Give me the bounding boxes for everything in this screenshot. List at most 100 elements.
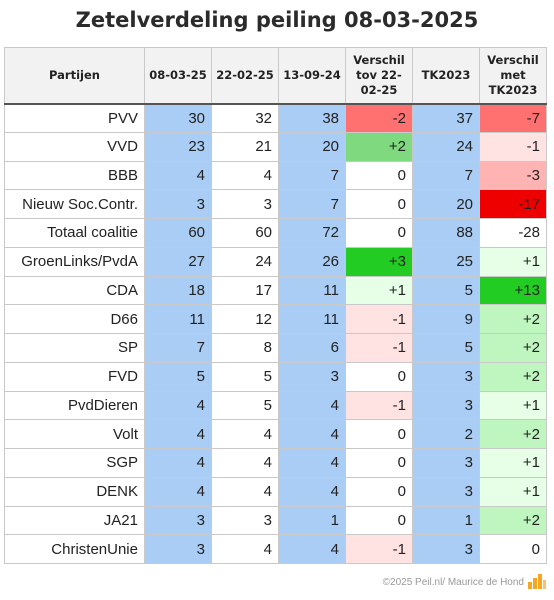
- diff-previous-cell: +1: [345, 275, 413, 306]
- tk2023-cell: 5: [412, 333, 480, 363]
- diff-previous-cell: -1: [345, 333, 413, 363]
- table-row: Totaal coalitie 60 60 72 0 88 -28: [4, 218, 547, 248]
- diff-tk2023-cell: +13: [479, 275, 547, 306]
- poll-older-cell: 7: [278, 189, 346, 219]
- tk2023-cell: 3: [412, 361, 480, 392]
- diff-tk2023-cell: -1: [479, 131, 547, 162]
- party-cell: JA21: [4, 505, 145, 536]
- diff-previous-cell: 0: [345, 419, 413, 449]
- poll-older-cell: 20: [278, 131, 346, 162]
- poll-current-cell: 3: [144, 534, 212, 564]
- tk2023-cell: 9: [412, 304, 480, 334]
- poll-older-cell: 4: [278, 534, 346, 564]
- diff-tk2023-cell: -17: [479, 189, 547, 219]
- diff-previous-cell: 0: [345, 189, 413, 219]
- table-header-row: Partijen 08-03-25 22-02-25 13-09-24 Vers…: [4, 47, 547, 105]
- party-cell: Nieuw Soc.Contr.: [4, 189, 145, 219]
- tk2023-cell: 20: [412, 189, 480, 219]
- poll-older-cell: 38: [278, 103, 346, 133]
- poll-current-cell: 30: [144, 103, 212, 133]
- diff-previous-cell: +2: [345, 131, 413, 162]
- diff-tk2023-cell: +1: [479, 246, 547, 277]
- tk2023-cell: 7: [412, 160, 480, 191]
- table-row: ChristenUnie 3 4 4 -1 3 0: [4, 534, 547, 564]
- diff-tk2023-cell: +1: [479, 476, 547, 507]
- table-row: BBB 4 4 7 0 7 -3: [4, 160, 547, 191]
- diff-tk2023-cell: +2: [479, 505, 547, 536]
- peil-logo-icon: [528, 574, 546, 589]
- poll-previous-cell: 4: [211, 476, 279, 507]
- diff-tk2023-cell: +2: [479, 304, 547, 334]
- party-cell: FVD: [4, 361, 145, 392]
- column-header-diff-tk2023: Verschil met TK2023: [479, 47, 547, 105]
- table-row: FVD 5 5 3 0 3 +2: [4, 361, 547, 392]
- poll-current-cell: 5: [144, 361, 212, 392]
- poll-older-cell: 1: [278, 505, 346, 536]
- table-row: D66 11 12 11 -1 9 +2: [4, 304, 547, 334]
- party-cell: ChristenUnie: [4, 534, 145, 564]
- poll-previous-cell: 24: [211, 246, 279, 277]
- table-row: CDA 18 17 11 +1 5 +13: [4, 275, 547, 306]
- poll-previous-cell: 12: [211, 304, 279, 334]
- seat-table: Partijen 08-03-25 22-02-25 13-09-24 Vers…: [4, 47, 547, 564]
- diff-previous-cell: 0: [345, 448, 413, 478]
- column-header-poll-previous: 22-02-25: [211, 47, 279, 105]
- diff-previous-cell: 0: [345, 361, 413, 392]
- column-header-poll-older: 13-09-24: [278, 47, 346, 105]
- diff-tk2023-cell: +2: [479, 333, 547, 363]
- poll-previous-cell: 21: [211, 131, 279, 162]
- diff-previous-cell: -1: [345, 390, 413, 421]
- tk2023-cell: 24: [412, 131, 480, 162]
- party-cell: CDA: [4, 275, 145, 306]
- tk2023-cell: 25: [412, 246, 480, 277]
- diff-previous-cell: 0: [345, 160, 413, 191]
- column-header-poll-current: 08-03-25: [144, 47, 212, 105]
- diff-previous-cell: -1: [345, 534, 413, 564]
- poll-previous-cell: 17: [211, 275, 279, 306]
- diff-tk2023-cell: +2: [479, 419, 547, 449]
- chart-title: Zetelverdeling peiling 08-03-2025: [75, 8, 479, 32]
- diff-tk2023-cell: -7: [479, 103, 547, 133]
- poll-older-cell: 11: [278, 304, 346, 334]
- poll-current-cell: 3: [144, 189, 212, 219]
- poll-previous-cell: 5: [211, 361, 279, 392]
- poll-previous-cell: 3: [211, 189, 279, 219]
- poll-previous-cell: 8: [211, 333, 279, 363]
- tk2023-cell: 5: [412, 275, 480, 306]
- poll-older-cell: 72: [278, 218, 346, 248]
- column-header-tk2023: TK2023: [412, 47, 480, 105]
- diff-previous-cell: 0: [345, 218, 413, 248]
- table-row: DENK 4 4 4 0 3 +1: [4, 476, 547, 507]
- table-row: SGP 4 4 4 0 3 +1: [4, 448, 547, 478]
- poll-older-cell: 3: [278, 361, 346, 392]
- diff-tk2023-cell: -28: [479, 218, 547, 248]
- party-cell: GroenLinks/PvdA: [4, 246, 145, 277]
- poll-current-cell: 4: [144, 390, 212, 421]
- poll-older-cell: 4: [278, 419, 346, 449]
- diff-tk2023-cell: +1: [479, 448, 547, 478]
- poll-older-cell: 11: [278, 275, 346, 306]
- table-row: Volt 4 4 4 0 2 +2: [4, 419, 547, 449]
- poll-current-cell: 4: [144, 160, 212, 191]
- poll-current-cell: 60: [144, 218, 212, 248]
- poll-current-cell: 11: [144, 304, 212, 334]
- copyright-footer: ©2025 Peil.nl/ Maurice de Hond: [382, 577, 524, 588]
- table-row: JA21 3 3 1 0 1 +2: [4, 505, 547, 536]
- poll-older-cell: 4: [278, 476, 346, 507]
- poll-previous-cell: 4: [211, 534, 279, 564]
- party-cell: Totaal coalitie: [4, 218, 145, 248]
- poll-previous-cell: 3: [211, 505, 279, 536]
- table-row: GroenLinks/PvdA 27 24 26 +3 25 +1: [4, 246, 547, 277]
- party-cell: SP: [4, 333, 145, 363]
- poll-older-cell: 26: [278, 246, 346, 277]
- diff-previous-cell: 0: [345, 505, 413, 536]
- party-cell: PvdDieren: [4, 390, 145, 421]
- party-cell: D66: [4, 304, 145, 334]
- table-row: PVV 30 32 38 -2 37 -7: [4, 103, 547, 133]
- poll-older-cell: 7: [278, 160, 346, 191]
- poll-previous-cell: 32: [211, 103, 279, 133]
- poll-previous-cell: 60: [211, 218, 279, 248]
- table-row: VVD 23 21 20 +2 24 -1: [4, 131, 547, 162]
- poll-current-cell: 4: [144, 448, 212, 478]
- tk2023-cell: 3: [412, 476, 480, 507]
